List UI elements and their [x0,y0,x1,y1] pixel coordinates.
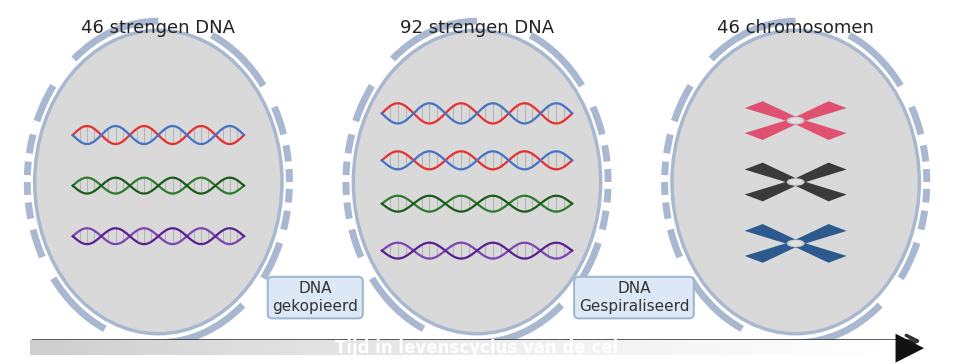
Text: 46 chromosomen: 46 chromosomen [717,19,873,37]
Text: DNA
Gespiraliseerd: DNA Gespiraliseerd [578,281,688,314]
Polygon shape [895,334,923,363]
Ellipse shape [671,30,919,334]
Polygon shape [744,242,800,263]
Polygon shape [744,119,800,140]
Polygon shape [744,224,800,245]
Circle shape [786,179,803,185]
Circle shape [789,180,801,184]
Polygon shape [790,224,845,245]
Ellipse shape [34,30,282,334]
Circle shape [789,241,801,245]
Polygon shape [790,163,845,184]
Polygon shape [790,242,845,263]
Polygon shape [744,101,800,122]
Circle shape [789,119,801,123]
Text: Tijd in levenscyclus van de cel: Tijd in levenscyclus van de cel [335,339,618,357]
Text: DNA
gekopieerd: DNA gekopieerd [272,281,358,314]
Polygon shape [744,163,800,184]
Circle shape [786,240,803,246]
Polygon shape [790,180,845,201]
Ellipse shape [353,30,600,334]
Circle shape [786,118,803,124]
Polygon shape [744,180,800,201]
Text: 92 strengen DNA: 92 strengen DNA [399,19,554,37]
Polygon shape [790,101,845,122]
Text: 46 strengen DNA: 46 strengen DNA [81,19,235,37]
Polygon shape [790,119,845,140]
